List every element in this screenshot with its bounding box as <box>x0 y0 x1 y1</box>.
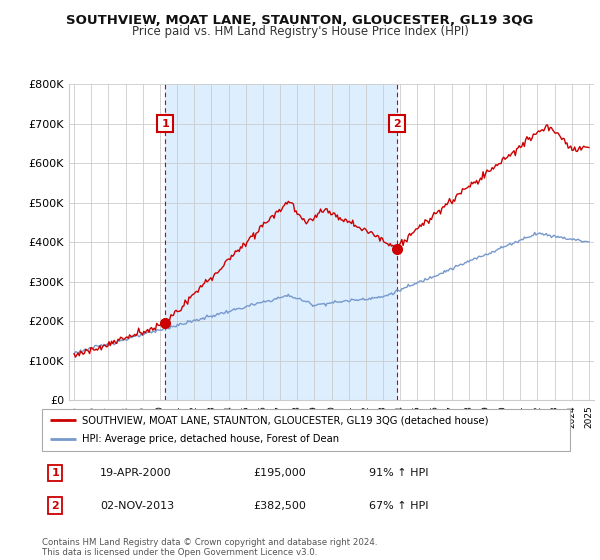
Text: 91% ↑ HPI: 91% ↑ HPI <box>370 468 429 478</box>
Text: SOUTHVIEW, MOAT LANE, STAUNTON, GLOUCESTER, GL19 3QG: SOUTHVIEW, MOAT LANE, STAUNTON, GLOUCEST… <box>67 14 533 27</box>
FancyBboxPatch shape <box>42 409 570 451</box>
Text: Contains HM Land Registry data © Crown copyright and database right 2024.
This d: Contains HM Land Registry data © Crown c… <box>42 538 377 557</box>
Text: SOUTHVIEW, MOAT LANE, STAUNTON, GLOUCESTER, GL19 3QG (detached house): SOUTHVIEW, MOAT LANE, STAUNTON, GLOUCEST… <box>82 415 488 425</box>
Text: 67% ↑ HPI: 67% ↑ HPI <box>370 501 429 511</box>
Text: 19-APR-2000: 19-APR-2000 <box>100 468 172 478</box>
Text: 02-NOV-2013: 02-NOV-2013 <box>100 501 174 511</box>
Text: 1: 1 <box>52 468 59 478</box>
Text: 2: 2 <box>394 119 401 129</box>
Bar <box>165 84 397 400</box>
Text: £195,000: £195,000 <box>253 468 306 478</box>
Text: Price paid vs. HM Land Registry's House Price Index (HPI): Price paid vs. HM Land Registry's House … <box>131 25 469 38</box>
Text: 1: 1 <box>161 119 169 129</box>
Text: HPI: Average price, detached house, Forest of Dean: HPI: Average price, detached house, Fore… <box>82 435 339 445</box>
Text: 2: 2 <box>52 501 59 511</box>
Text: £382,500: £382,500 <box>253 501 306 511</box>
